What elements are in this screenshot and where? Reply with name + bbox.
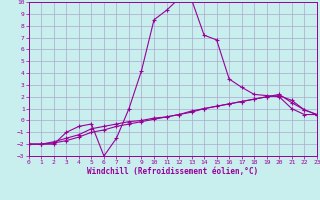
X-axis label: Windchill (Refroidissement éolien,°C): Windchill (Refroidissement éolien,°C) — [87, 167, 258, 176]
